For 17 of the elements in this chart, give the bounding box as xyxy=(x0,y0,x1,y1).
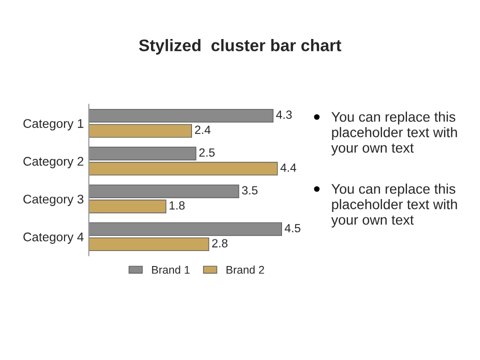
data-label: 2.4 xyxy=(195,126,210,134)
data-label: 4.3 xyxy=(276,110,292,119)
data-label: 1.8 xyxy=(170,201,185,210)
data-label: 2.8 xyxy=(212,239,228,248)
data-label: 2.5 xyxy=(199,148,215,157)
text: You can replace this placeholder text with your own text xyxy=(331,184,457,228)
legend-label: Brand 1 xyxy=(152,266,190,274)
y-tick-label: Category 4 xyxy=(23,232,84,244)
y-tick-label: Category 3 xyxy=(23,194,84,206)
data-label: 4.5 xyxy=(284,224,300,232)
data-label: 4.4 xyxy=(280,164,296,172)
text: You can replace this placeholder text with your own text xyxy=(331,112,457,156)
data-label: 3.5 xyxy=(242,186,258,195)
legend-label: Brand 2 xyxy=(226,266,264,274)
y-tick-label: Category 2 xyxy=(23,156,84,168)
y-tick-label: Category 1 xyxy=(23,119,84,130)
chart-title: Stylized cluster bar chart xyxy=(139,39,342,55)
